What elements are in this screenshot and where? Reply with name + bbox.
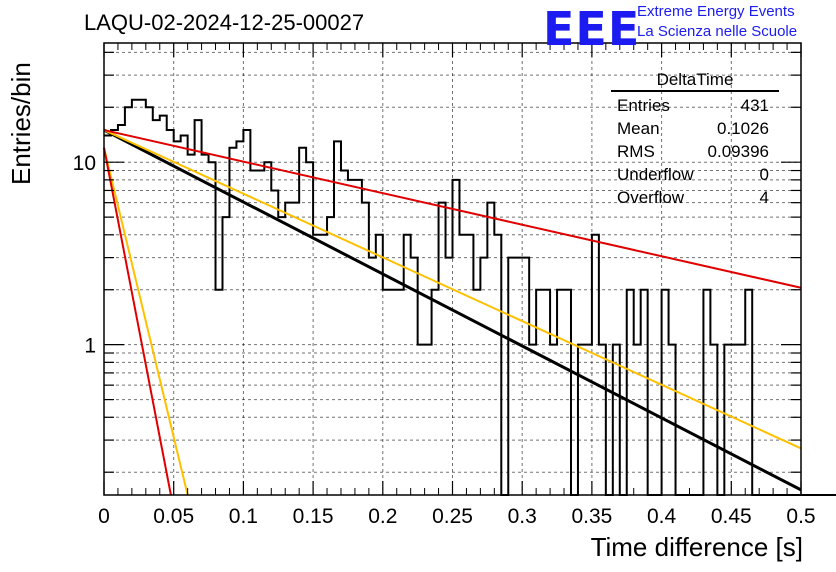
stats-value: 0.1026 [717,119,769,138]
stats-value: 431 [740,96,769,115]
x-tick-label: 0.35 [571,505,612,528]
x-tick-label: 0.2 [368,505,397,528]
stats-row: Underflow 0 [611,163,779,186]
fit-line [103,147,172,496]
fit-line [103,129,802,450]
stats-title: DeltaTime [611,70,779,92]
stats-row: Overflow 4 [611,186,779,209]
x-tick-label: 0.05 [153,505,194,528]
logo-tagline-1: Extreme Energy Events [637,3,795,20]
stats-label: Underflow [617,165,694,184]
histogram-bars [104,98,836,496]
chart-title: LAQU-02-2024-12-25-00027 [84,10,365,35]
x-tick-label: 0.3 [508,505,537,528]
y-axis-label: Entries/bin [6,62,36,185]
y-tick-label: 1 [84,335,96,358]
x-tick-label: 0.5 [786,505,815,528]
x-tick-label: 0 [98,505,110,528]
stats-value: 0 [759,165,769,184]
fit-lines [103,128,802,496]
stats-row: RMS 0.09396 [611,140,779,163]
axis-ticks [103,43,802,495]
stats-value: 0.09396 [707,142,769,161]
x-axis-label: Time difference [s] [590,532,803,562]
x-tick-label: 0.15 [293,505,334,528]
stats-row: Mean 0.1026 [611,117,779,140]
stats-label: Overflow [617,188,685,207]
x-tick-label: 0.4 [647,505,677,528]
logo-tagline-2: La Scienza nelle Scuole [637,23,798,40]
x-tick-label: 0.45 [711,505,752,528]
eee-logo: EEE [543,2,641,56]
fit-line [103,129,802,289]
x-tick-label: 0.25 [432,505,473,528]
stats-value: 4 [759,188,769,207]
fit-line [103,147,189,496]
y-tick-label: 10 [73,152,96,175]
stats-box: DeltaTime Entries 431 Mean 0.1026 RMS 0.093… [611,70,779,209]
stats-label: Mean [617,119,660,138]
x-tick-label: 0.1 [229,505,258,528]
stats-label: Entries [617,96,670,115]
stats-label: RMS [617,142,655,161]
stats-row: Entries 431 [611,94,779,117]
fit-line [103,128,802,492]
tick-labels: 0 0.05 0.1 0.15 0.2 0.25 0.3 0.35 0.4 0.45 0.5 1 10 [73,152,816,528]
